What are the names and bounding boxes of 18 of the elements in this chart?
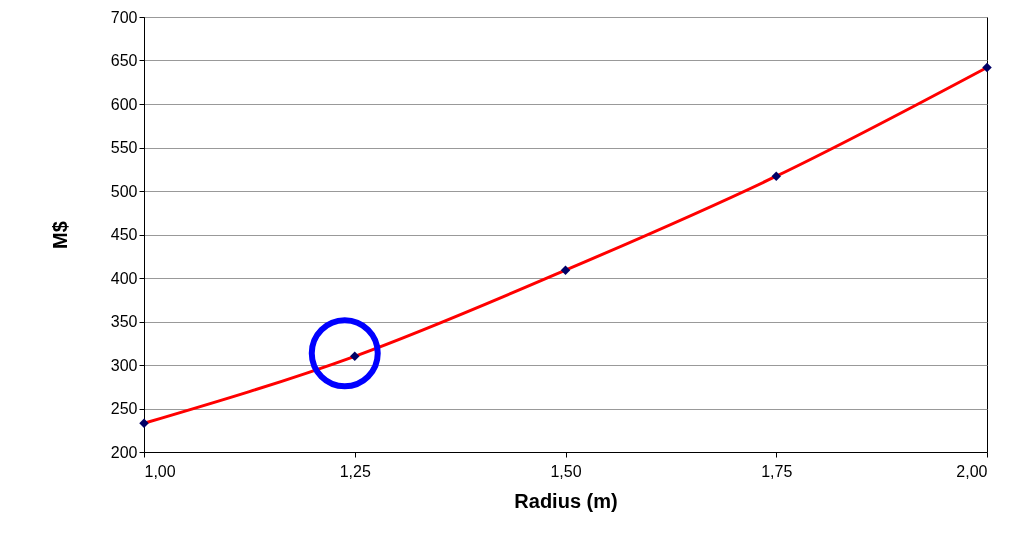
x-tick-label: 1,75	[761, 462, 793, 480]
y-axis-title: M$	[48, 221, 71, 249]
y-tick-label: 300	[110, 356, 138, 374]
x-tick-label: 1,50	[550, 462, 582, 480]
y-tick-label: 600	[110, 95, 138, 113]
y-tick-label: 350	[110, 313, 138, 330]
y-tick-label: 250	[110, 400, 138, 417]
y-tick-label: 450	[110, 226, 138, 243]
x-tick-label: 1,00	[144, 462, 176, 480]
x-tick-label: 1,25	[339, 462, 371, 480]
y-tick-label: 650	[110, 52, 138, 69]
y-tick-label: 700	[110, 8, 138, 26]
y-tick-label: 550	[110, 139, 138, 156]
x-axis-title: Radius (m)	[514, 489, 618, 512]
y-tick-label: 400	[110, 269, 138, 287]
x-tick-label: 2,00	[956, 462, 988, 480]
y-tick-label: 500	[110, 182, 138, 200]
y-tick-label: 200	[110, 443, 138, 461]
